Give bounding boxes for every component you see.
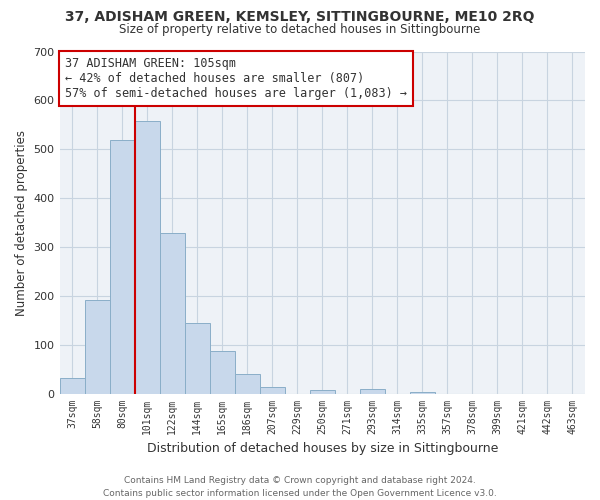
Bar — [185, 323, 209, 394]
Y-axis label: Number of detached properties: Number of detached properties — [15, 130, 28, 316]
Bar — [410, 392, 435, 394]
Text: Contains HM Land Registry data © Crown copyright and database right 2024.
Contai: Contains HM Land Registry data © Crown c… — [103, 476, 497, 498]
Bar — [209, 351, 235, 394]
Bar — [160, 234, 185, 394]
Bar — [360, 388, 385, 394]
Text: 37, ADISHAM GREEN, KEMSLEY, SITTINGBOURNE, ME10 2RQ: 37, ADISHAM GREEN, KEMSLEY, SITTINGBOURN… — [65, 10, 535, 24]
Bar — [235, 374, 260, 394]
Bar — [310, 390, 335, 394]
Bar — [59, 378, 85, 394]
Bar — [134, 121, 160, 394]
Text: 37 ADISHAM GREEN: 105sqm
← 42% of detached houses are smaller (807)
57% of semi-: 37 ADISHAM GREEN: 105sqm ← 42% of detach… — [65, 56, 407, 100]
X-axis label: Distribution of detached houses by size in Sittingbourne: Distribution of detached houses by size … — [146, 442, 498, 455]
Bar — [110, 140, 134, 394]
Text: Size of property relative to detached houses in Sittingbourne: Size of property relative to detached ho… — [119, 22, 481, 36]
Bar — [260, 386, 285, 394]
Bar — [85, 300, 110, 394]
